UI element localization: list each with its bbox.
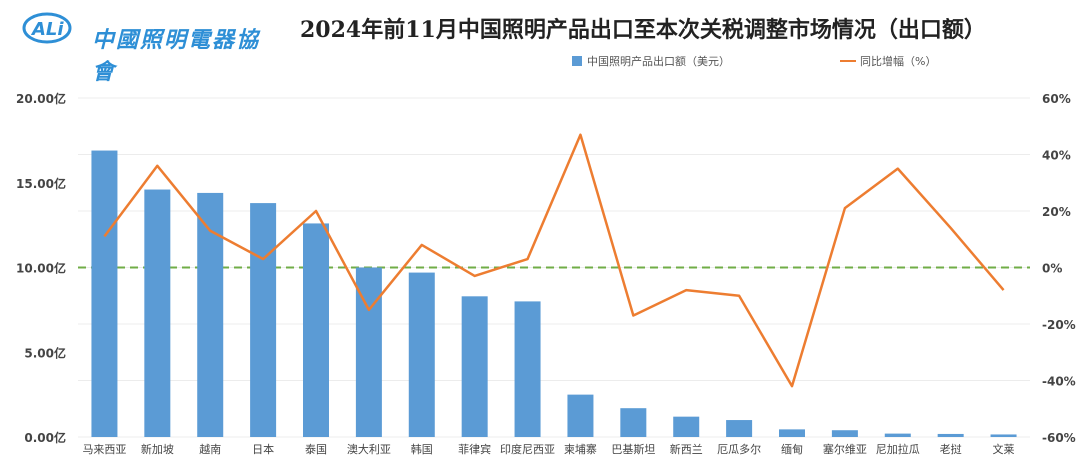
bar xyxy=(250,203,277,437)
bar xyxy=(461,296,488,437)
category-label: 柬埔寨 xyxy=(564,442,597,456)
category-label: 日本 xyxy=(252,442,274,456)
right-tick-label: 60% xyxy=(1042,92,1071,106)
left-tick-label: 10.00亿 xyxy=(16,261,66,276)
category-label: 巴基斯坦 xyxy=(611,442,655,456)
category-label: 厄瓜多尔 xyxy=(717,442,761,456)
bar xyxy=(514,301,541,437)
bar xyxy=(990,434,1017,437)
category-label: 菲律宾 xyxy=(458,442,491,456)
left-tick-label: 20.00亿 xyxy=(16,91,66,106)
growth-line-path xyxy=(103,133,1005,388)
bar xyxy=(831,430,858,437)
logo-text: 中國照明電器協會 xyxy=(92,28,261,85)
bar xyxy=(884,433,911,437)
bar xyxy=(197,192,224,437)
right-axis-ticks: -60% -40% -20% 0% 20% 40% 60% xyxy=(1042,92,1076,445)
page-title: 2024年前11月中国照明产品出口至本次关税调整市场情况（出口额） xyxy=(300,17,986,43)
right-tick-label: -60% xyxy=(1042,431,1076,445)
legend-bar-swatch xyxy=(572,56,582,66)
legend-line-label: 同比增幅（%） xyxy=(860,54,936,68)
right-tick-label: -20% xyxy=(1042,318,1076,332)
bars xyxy=(91,150,1017,438)
right-tick-label: -40% xyxy=(1042,375,1076,389)
category-label: 塞尔维亚 xyxy=(823,442,867,456)
bar xyxy=(779,429,805,437)
bar xyxy=(567,394,594,437)
right-tick-label: 20% xyxy=(1042,205,1071,219)
left-axis-ticks: 0.00亿 5.00亿 10.00亿 15.00亿 20.00亿 xyxy=(16,91,66,445)
category-label: 新西兰 xyxy=(670,442,703,456)
right-tick-label: 40% xyxy=(1042,149,1071,163)
growth-line xyxy=(103,133,1005,388)
category-label: 韩国 xyxy=(411,442,433,456)
category-label: 尼加拉瓜 xyxy=(876,442,920,456)
category-label: 文莱 xyxy=(993,442,1015,456)
left-tick-label: 5.00亿 xyxy=(24,345,66,360)
category-label: 泰国 xyxy=(305,442,327,456)
category-label: 越南 xyxy=(199,442,221,456)
category-label: 马来西亚 xyxy=(82,443,126,456)
svg-text:ALi: ALi xyxy=(30,19,64,40)
legend: 中国照明产品出口额（美元） 同比增幅（%） xyxy=(572,54,936,68)
bar xyxy=(726,420,753,437)
bar xyxy=(620,408,647,437)
bar xyxy=(408,272,435,437)
right-tick-label: 0% xyxy=(1042,262,1062,276)
logo-emblem-icon: ALi xyxy=(22,12,72,44)
legend-bar-label: 中国照明产品出口额（美元） xyxy=(587,54,730,68)
category-label: 缅甸 xyxy=(781,442,803,456)
logo: ALi 中國照明電器協會 xyxy=(22,8,272,85)
bar xyxy=(91,150,118,438)
category-labels: 马来西亚 新加坡 越南 日本 泰国 澳大利亚 韩国 菲律宾 印度尼西亚 柬埔寨 巴基斯坦 新西兰 厄瓜多… xyxy=(82,442,1014,456)
category-label: 新加坡 xyxy=(141,442,174,456)
bar xyxy=(144,189,171,437)
category-label: 印度尼西亚 xyxy=(500,442,555,456)
bar xyxy=(303,223,329,437)
bar xyxy=(937,433,964,437)
left-tick-label: 0.00亿 xyxy=(24,430,66,445)
category-label: 老挝 xyxy=(940,442,962,456)
left-tick-label: 15.00亿 xyxy=(16,176,66,191)
category-label: 澳大利亚 xyxy=(347,442,391,456)
bar xyxy=(673,416,700,437)
